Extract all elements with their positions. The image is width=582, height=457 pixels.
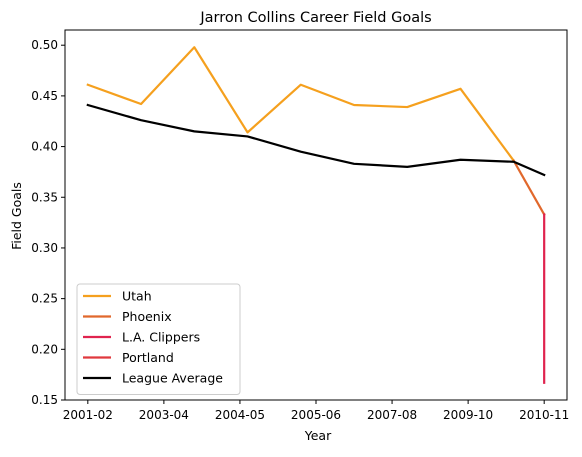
- legend-label: Utah: [122, 289, 152, 304]
- x-tick-label: 2005-06: [291, 408, 341, 422]
- legend: Utah Phoenix L.A. Clippers Portland League A…: [76, 283, 241, 395]
- y-tick-label: 0.15: [31, 393, 58, 407]
- legend-label: Phoenix: [122, 309, 172, 324]
- x-tick-label: 2004-05: [215, 408, 265, 422]
- series-line-league-average: [86, 103, 546, 177]
- y-tick-label: 0.40: [31, 140, 58, 154]
- legend-label: L.A. Clippers: [122, 330, 200, 345]
- legend-label: Portland: [122, 350, 174, 365]
- y-tick-label: 0.20: [31, 342, 58, 356]
- legend-box: [76, 283, 241, 395]
- x-tick-label: 2010-11: [519, 408, 569, 422]
- x-tick-label: 2007-08: [367, 408, 417, 422]
- series-line-phoenix: [512, 159, 546, 216]
- chart-title: Jarron Collins Career Field Goals: [199, 10, 431, 26]
- y-tick-label: 0.45: [31, 89, 58, 103]
- x-tick-label: 2003-04: [139, 408, 189, 422]
- y-tick-label: 0.35: [31, 190, 58, 204]
- y-tick-label: 0.50: [31, 38, 58, 52]
- x-tick-label: 2001-02: [63, 408, 113, 422]
- y-tick-label: 0.30: [31, 241, 58, 255]
- x-axis-label: Year: [304, 428, 332, 443]
- axis-ticks: 0.15 0.20 0.25 0.30 0.35 0.40 0.45 0.50 2001-02 2…: [31, 38, 569, 422]
- y-tick-label: 0.25: [31, 292, 58, 306]
- x-tick-label: 2009-10: [443, 408, 493, 422]
- series-lines: [86, 46, 546, 384]
- y-axis-label: Field Goals: [9, 182, 24, 250]
- plot-area-frame: [64, 29, 568, 401]
- series-line-utah: [86, 46, 516, 163]
- legend-label: League Average: [122, 371, 223, 386]
